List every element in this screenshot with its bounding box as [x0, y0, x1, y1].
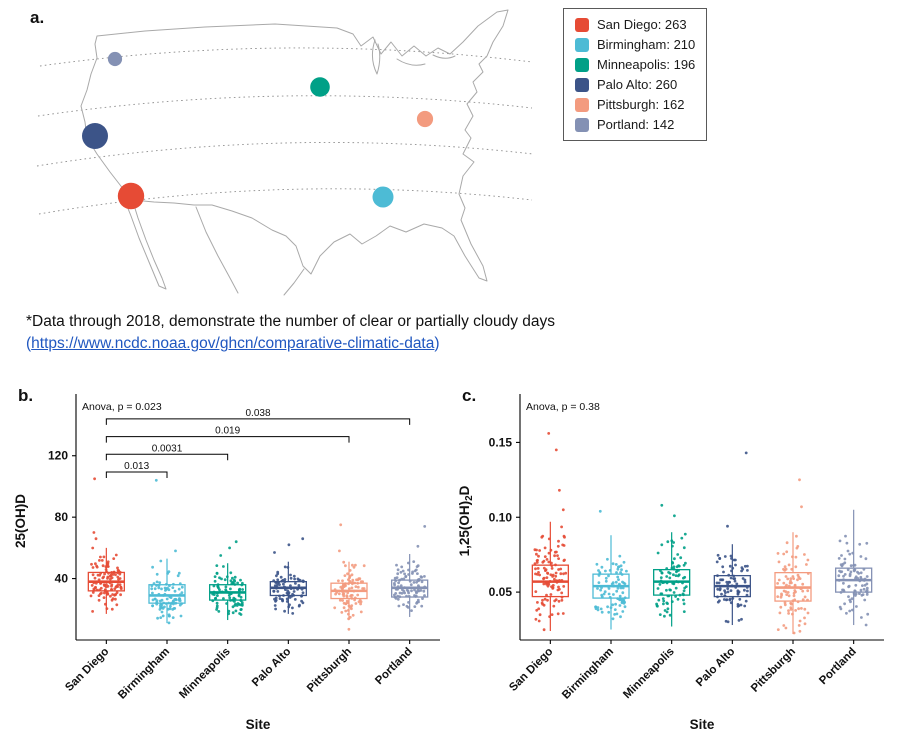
x-tick-label: Portland [817, 646, 858, 687]
x-tick-label: Birmingham [560, 646, 616, 702]
y-tick-label: 0.05 [489, 585, 513, 599]
jitter-points-palo-alto [272, 537, 305, 615]
legend-swatch [575, 97, 589, 112]
legend-swatch [575, 17, 589, 32]
caption-line2: (https://www.ncdc.noaa.gov/ghcn/comparat… [26, 333, 555, 355]
panel-c-label: c. [462, 386, 477, 405]
y-tick-label: 0.10 [489, 510, 513, 524]
jitter-points-pittsburgh [333, 523, 366, 631]
x-tick-label: Pittsburgh [749, 646, 798, 695]
boxplot-palo-alto [269, 537, 307, 615]
panel-b-label: b. [18, 386, 34, 405]
y-tick-label: 80 [55, 510, 69, 524]
map-graticule-lines [36, 47, 534, 215]
boxplot-minneapolis [209, 540, 247, 621]
boxplot-san-diego [531, 432, 569, 632]
panel-b-plot: 40 80 120 San Diego Birmingham Minneapolis Pal… [8, 388, 448, 735]
map-outline [80, 9, 509, 296]
x-tick-label: Birmingham [116, 646, 172, 702]
legend-item-minneapolis: Minneapolis: 196 [575, 57, 695, 72]
x-tick-label: Portland [373, 646, 414, 687]
x-tick-label: Pittsburgh [305, 646, 354, 695]
comparison-bracket [105, 436, 350, 443]
legend-label: Birmingham: 210 [597, 37, 696, 52]
panel-b-svg: 40 80 120 San Diego Birmingham Minneapolis Pal… [13, 394, 440, 732]
site-dot-portland [107, 51, 123, 67]
caption: *Data through 2018, demonstrate the numb… [26, 311, 555, 356]
comparison-bracket [105, 453, 229, 461]
x-tick-label: Palo Alto [250, 646, 293, 689]
legend-label: San Diego: 263 [597, 17, 687, 32]
legend-swatch [575, 117, 589, 132]
panel-b-x-axis-title: Site [246, 717, 271, 732]
jitter-points-palo-alto [715, 451, 749, 624]
site-dot-palo-alto [82, 123, 108, 149]
x-tick-label: San Diego [507, 646, 555, 694]
legend-label: Palo Alto: 260 [597, 77, 678, 92]
comparison-p-value: 0.013 [124, 461, 149, 472]
caption-paren-open: ( [26, 335, 32, 353]
boxplot-minneapolis [653, 503, 691, 627]
y-tick-label: 0.15 [489, 435, 513, 449]
site-dot-minneapolis [310, 77, 330, 97]
caption-paren-close: ) [434, 335, 440, 353]
jitter-points-san-diego [533, 432, 568, 632]
comparison-p-value: 0.038 [245, 408, 270, 419]
boxplot-portland [835, 509, 873, 627]
map-sites-layer [82, 51, 434, 210]
legend-item-pittsburgh: Pittsburgh: 162 [575, 97, 695, 112]
jitter-points-pittsburgh [776, 478, 810, 635]
boxplot-palo-alto [713, 451, 751, 626]
panel-c-x-axis-title: Site [690, 717, 715, 732]
boxplot-pittsburgh [330, 523, 368, 631]
legend-swatch [575, 57, 589, 72]
x-tick-label: Palo Alto [694, 646, 737, 689]
legend-item-palo-alto: Palo Alto: 260 [575, 77, 695, 92]
legend-item-birmingham: Birmingham: 210 [575, 37, 695, 52]
site-dot-birmingham [372, 186, 394, 208]
legend-label: Portland: 142 [597, 117, 675, 132]
boxplot-portland [391, 525, 429, 617]
x-tick-label: Minneapolis [621, 646, 676, 701]
panel-c-plot: 0.05 0.10 0.15 San Diego Birmingham Minneapol… [452, 388, 892, 735]
x-tick-label: Minneapolis [177, 646, 232, 701]
us-map [36, 9, 534, 296]
boxplot-pittsburgh [774, 478, 812, 635]
jitter-points-birmingham [594, 509, 628, 621]
legend-swatch [575, 37, 589, 52]
panel-a-label: a. [30, 8, 45, 27]
legend-label: Minneapolis: 196 [597, 57, 696, 72]
jitter-points-portland [837, 534, 870, 627]
boxplot-birmingham [148, 478, 186, 625]
jitter-points-san-diego [89, 477, 123, 613]
jitter-points-portland [393, 525, 427, 612]
site-dot-san-diego [117, 182, 145, 210]
comparison-p-value: 0.019 [215, 426, 240, 437]
site-dot-pittsburgh [416, 110, 434, 128]
jitter-points-birmingham [150, 478, 184, 625]
anova-label: Anova, p = 0.023 [82, 401, 162, 413]
panel-b-y-axis-title: 25(OH)D [13, 494, 28, 548]
comparison-bracket [105, 418, 411, 425]
comparison-p-value: 0.0031 [152, 443, 183, 454]
x-tick-label: San Diego [63, 646, 111, 694]
caption-link[interactable]: https://www.ncdc.noaa.gov/ghcn/comparati… [31, 335, 435, 353]
boxplot-san-diego [87, 477, 125, 614]
map-legend: San Diego: 263 Birmingham: 210 Minneapolis… [563, 8, 708, 141]
panel-c-svg: 0.05 0.10 0.15 San Diego Birmingham Minneapol… [457, 394, 884, 732]
panel-c-y-axis-title: 1,25(OH)2D [457, 485, 475, 556]
anova-label: Anova, p = 0.38 [526, 401, 600, 413]
legend-item-portland: Portland: 142 [575, 117, 695, 132]
legend-item-san-diego: San Diego: 263 [575, 17, 695, 32]
comparison-bracket [105, 471, 168, 478]
jitter-points-minneapolis [211, 540, 245, 616]
y-tick-label: 120 [48, 449, 68, 463]
legend-swatch [575, 77, 589, 92]
legend-label: Pittsburgh: 162 [597, 97, 685, 112]
boxplot-birmingham [592, 509, 630, 630]
caption-line1: *Data through 2018, demonstrate the numb… [26, 313, 556, 330]
y-tick-label: 40 [55, 572, 69, 586]
jitter-points-minneapolis [655, 503, 688, 618]
